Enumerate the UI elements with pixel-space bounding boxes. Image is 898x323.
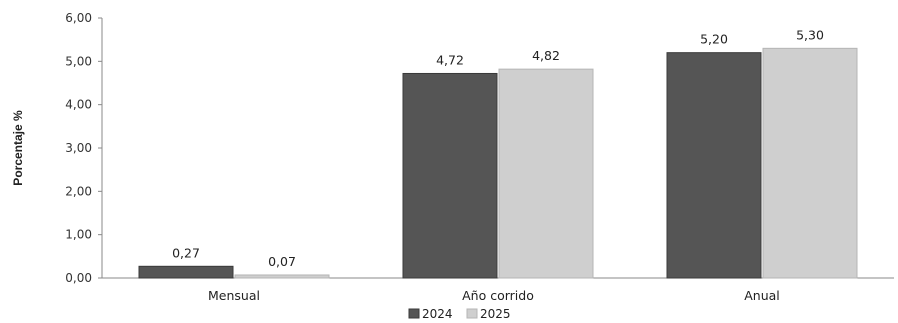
- data-label: 0,27: [172, 245, 200, 260]
- bar-2024-1: [402, 72, 498, 279]
- legend-label: 2024: [422, 307, 453, 321]
- y-tick-label: 4,00: [65, 98, 92, 112]
- data-labels: 0,27 0,07 4,72 4,82 5,20 5,30: [172, 27, 824, 269]
- bar-2025-0: [234, 274, 330, 279]
- data-label: 4,72: [436, 52, 464, 67]
- y-tick-label: 5,00: [65, 54, 92, 68]
- data-label: 5,20: [700, 32, 728, 47]
- bar-2025-2: [762, 47, 858, 279]
- y-axis-label: Porcentaje %: [11, 110, 25, 186]
- legend-label: 2025: [480, 307, 511, 321]
- y-tick-label: 3,00: [65, 141, 92, 155]
- legend: 2024 2025: [408, 307, 511, 321]
- bar-2024-0: [138, 265, 234, 279]
- legend-swatch-2025: [466, 308, 478, 319]
- category-labels: Mensual Año corrido Anual: [208, 288, 780, 303]
- y-tick-label: 1,00: [65, 228, 92, 242]
- data-label: 5,30: [796, 27, 824, 42]
- bar-2024-2: [666, 52, 762, 279]
- y-tick-label: 0,00: [65, 271, 92, 285]
- data-label: 4,82: [532, 48, 560, 63]
- legend-swatch-2024: [408, 308, 420, 319]
- bar-2025-1: [498, 68, 594, 279]
- x-category-label: Año corrido: [462, 288, 534, 303]
- bars: [138, 47, 858, 279]
- x-category-label: Mensual: [208, 288, 260, 303]
- y-tick-label: 2,00: [65, 184, 92, 198]
- y-ticks: 0,00 1,00 2,00 3,00 4,00 5,00 6,00: [65, 11, 102, 285]
- data-label: 0,07: [268, 254, 296, 269]
- y-tick-label: 6,00: [65, 11, 92, 25]
- x-category-label: Anual: [744, 288, 780, 303]
